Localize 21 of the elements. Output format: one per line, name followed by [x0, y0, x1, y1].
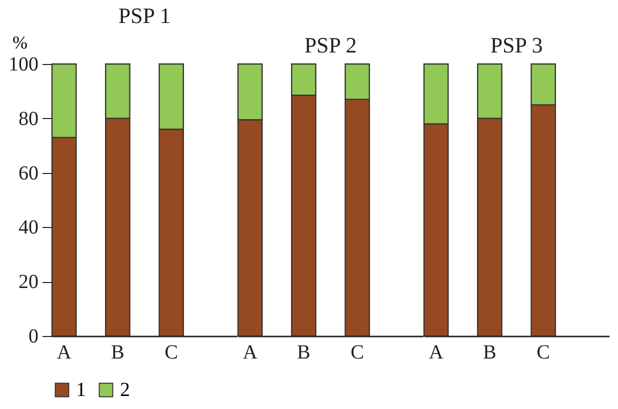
- x-tick-label: B: [297, 342, 310, 364]
- x-tick-label: A: [242, 342, 258, 364]
- y-axis-title: %: [12, 32, 28, 52]
- x-tick-label: A: [428, 342, 444, 364]
- legend-label: 2: [120, 379, 130, 401]
- y-tick-label: 40: [18, 216, 38, 239]
- x-tick-label: B: [483, 342, 496, 364]
- chart-title: PSP 3: [490, 32, 543, 58]
- x-tick-label: A: [56, 342, 72, 364]
- chart-title: PSP 2: [304, 32, 357, 58]
- legend-label: 1: [76, 379, 86, 401]
- y-tick-label: 60: [18, 162, 38, 184]
- y-tick-label: 20: [18, 271, 38, 294]
- chart-title: PSP 1: [118, 3, 171, 28]
- y-tick-label: 0: [28, 326, 38, 348]
- x-tick-label: C: [350, 342, 364, 364]
- x-tick-label: B: [111, 342, 124, 364]
- x-tick-label: C: [536, 342, 550, 364]
- x-tick-label: C: [164, 342, 178, 364]
- y-tick-label: 80: [18, 108, 38, 130]
- y-tick-label: 100: [8, 54, 38, 76]
